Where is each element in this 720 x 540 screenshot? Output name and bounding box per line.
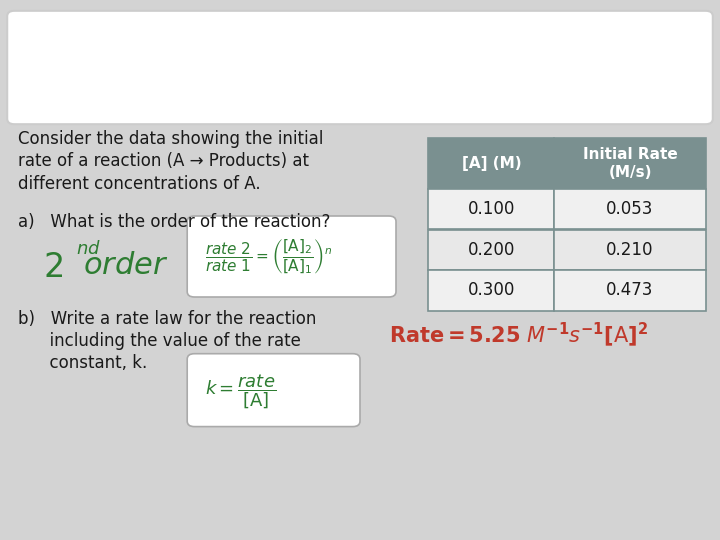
Text: including the value of the rate: including the value of the rate: [18, 332, 301, 350]
Text: $\mathbf{Rate = 5.25}\ \mathbf{\mathit{M}^{-1}\mathit{s}^{-1}[\mathrm{A}]^2}$: $\mathbf{Rate = 5.25}\ \mathbf{\mathit{M…: [389, 321, 648, 349]
Text: rate of a reaction (A → Products) at: rate of a reaction (A → Products) at: [18, 152, 309, 170]
Text: 0.473: 0.473: [606, 281, 654, 299]
FancyBboxPatch shape: [187, 354, 360, 427]
FancyBboxPatch shape: [7, 11, 713, 124]
Text: [A] (M): [A] (M): [462, 156, 521, 171]
Text: $k = \dfrac{\mathit{rate}}{[\mathrm{A}]}$: $k = \dfrac{\mathit{rate}}{[\mathrm{A}]}…: [205, 373, 276, 410]
Text: 0.200: 0.200: [468, 241, 515, 259]
Text: a)   What is the order of the reaction?: a) What is the order of the reaction?: [18, 213, 330, 231]
Text: 0.210: 0.210: [606, 241, 654, 259]
Text: Initial Rate
(M/s): Initial Rate (M/s): [582, 146, 678, 180]
Text: $\mathbf{\mathit{2}}$: $\mathbf{\mathit{2}}$: [43, 251, 63, 284]
FancyBboxPatch shape: [187, 216, 396, 297]
Text: $\mathbf{\mathit{order}}$: $\mathbf{\mathit{order}}$: [83, 251, 168, 280]
Text: 0.053: 0.053: [606, 200, 654, 218]
FancyBboxPatch shape: [428, 230, 554, 270]
Text: Consider the data showing the initial: Consider the data showing the initial: [18, 130, 323, 147]
Text: $\dfrac{\mathit{rate\ 2}}{\mathit{rate\ 1}} = \left(\dfrac{[\mathrm{A}]_2}{[\mat: $\dfrac{\mathit{rate\ 2}}{\mathit{rate\ …: [205, 237, 333, 276]
Text: constant, k.: constant, k.: [18, 354, 148, 372]
FancyBboxPatch shape: [428, 270, 554, 310]
FancyBboxPatch shape: [554, 189, 706, 230]
FancyBboxPatch shape: [554, 138, 706, 189]
FancyBboxPatch shape: [428, 189, 554, 230]
Text: $\mathbf{\mathit{nd}}$: $\mathbf{\mathit{nd}}$: [76, 240, 101, 258]
Text: different concentrations of A.: different concentrations of A.: [18, 175, 261, 193]
FancyBboxPatch shape: [428, 138, 554, 189]
FancyBboxPatch shape: [554, 270, 706, 310]
Text: 0.100: 0.100: [468, 200, 515, 218]
Text: b)   Write a rate law for the reaction: b) Write a rate law for the reaction: [18, 310, 316, 328]
FancyBboxPatch shape: [554, 230, 706, 270]
Text: 0.300: 0.300: [468, 281, 515, 299]
